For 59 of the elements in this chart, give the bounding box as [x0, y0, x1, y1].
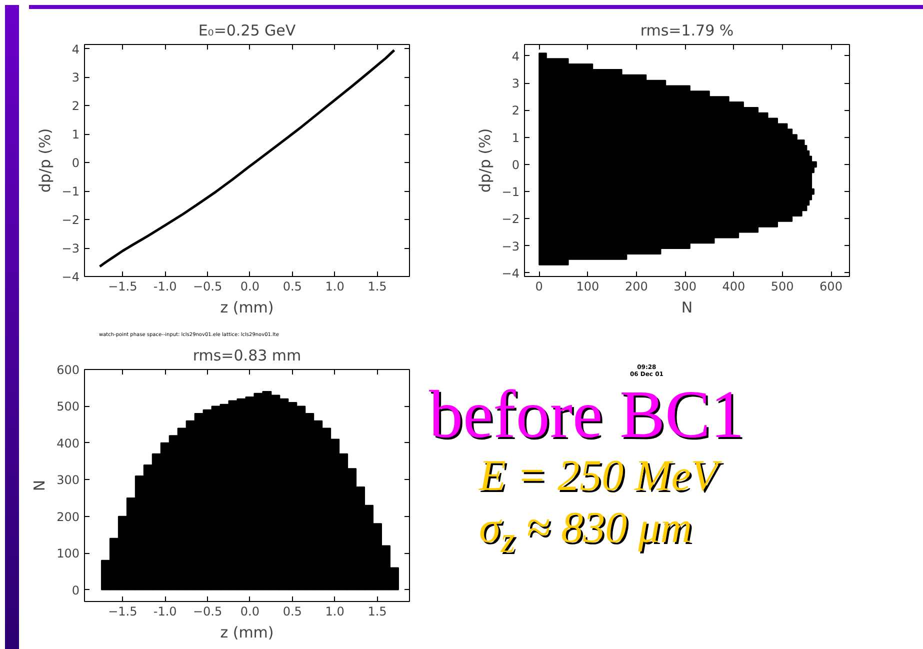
y-tick-label: 4 — [72, 42, 80, 56]
y-tick-label: 4 — [512, 49, 520, 64]
x-axis-title: z (mm) — [220, 624, 274, 642]
y-tick-label: 1 — [72, 128, 80, 142]
x-tick-label: −1.5 — [108, 280, 138, 294]
y-tick-label: 500 — [56, 400, 80, 414]
x-tick-label: 500 — [770, 280, 794, 294]
y-tick-label: 600 — [56, 363, 80, 377]
x-tick-label: −1.5 — [108, 604, 138, 618]
y-tick-label: −4 — [502, 266, 520, 280]
x-tick-label: −0.5 — [192, 604, 222, 618]
chart-title: E₀=0.25 GeV — [198, 22, 296, 40]
x-tick-label: 600 — [820, 280, 842, 294]
text: before BC1 — [429, 376, 744, 452]
x-tick-label: -1.0 — [153, 280, 177, 294]
y-axis-title: dp/p (%) — [476, 128, 494, 193]
text: E = 250 MeV — [479, 450, 723, 502]
x-tick-label: 0.0 — [240, 280, 260, 294]
y-tick-label: 1 — [512, 130, 520, 145]
y-tick-label: −2 — [62, 213, 80, 228]
line-series — [98, 48, 396, 268]
x-tick-label: 0.5 — [282, 604, 302, 618]
x-tick-label: 1.5 — [368, 604, 387, 618]
y-tick-label: −3 — [502, 239, 520, 254]
x-tick-label: −0.5 — [192, 280, 222, 294]
y-tick-label: 400 — [56, 436, 80, 450]
y-axis-title: dp/p (%) — [36, 128, 54, 193]
x-tick-label: 1.0 — [325, 604, 344, 618]
y-axis-title: N — [30, 480, 49, 492]
y-tick-label: −1 — [502, 185, 520, 200]
x-tick-label: 100 — [576, 280, 600, 294]
x-tick-label: 400 — [722, 280, 746, 294]
x-tick-label: 1.5 — [368, 280, 387, 294]
x-tick-label: 0 — [535, 280, 543, 294]
x-tick-label: -1.0 — [153, 604, 177, 618]
y-tick-label: −4 — [62, 270, 80, 284]
y-tick-label: 3 — [512, 76, 520, 91]
x-tick-label: 1.0 — [325, 280, 344, 294]
y-tick-label: 0 — [72, 583, 80, 598]
y-tick-label: 0 — [72, 156, 80, 170]
text: σ$_{z}$ ≈ 830 μm — [479, 502, 693, 562]
y-tick-label: 2 — [512, 104, 520, 118]
x-tick-label: 300 — [674, 280, 697, 294]
chart-title: rms=0.83 mm — [192, 346, 302, 364]
x-tick-label: 0.5 — [282, 280, 302, 294]
chart-title: rms=1.79 % — [640, 22, 734, 40]
x-tick-label: 0.0 — [240, 604, 260, 618]
x-axis-title: N — [681, 298, 693, 316]
y-tick-label: 2 — [72, 99, 80, 114]
y-tick-label: 100 — [56, 546, 80, 561]
x-axis-title: z (mm) — [220, 298, 274, 316]
y-tick-label: 3 — [72, 70, 80, 85]
y-tick-label: 0 — [512, 158, 520, 172]
x-tick-label: 200 — [624, 280, 648, 294]
y-tick-label: −2 — [502, 212, 520, 226]
y-tick-label: 200 — [56, 510, 80, 524]
y-tick-label: −3 — [62, 242, 80, 256]
y-tick-label: −1 — [62, 184, 80, 199]
y-tick-label: 300 — [56, 473, 80, 488]
